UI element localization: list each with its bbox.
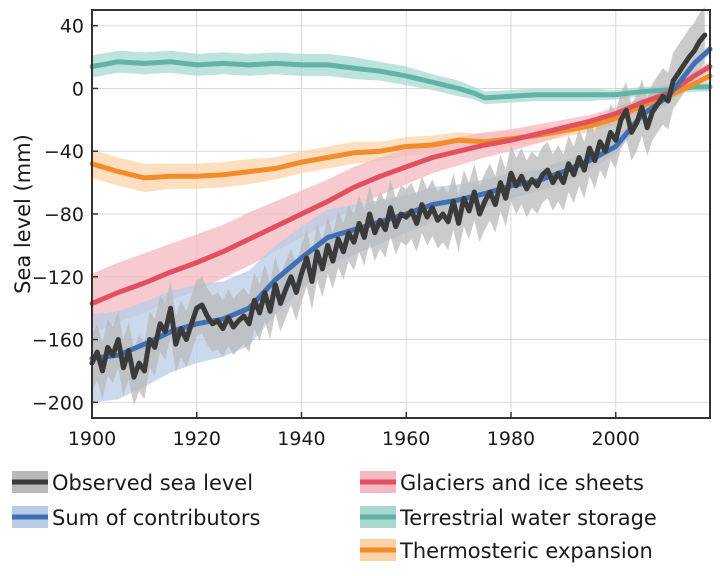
thermosteric-expansion-band [92,71,710,192]
x-tick-label: 1960 [382,428,430,450]
y-tick-label: −120 [32,267,84,289]
y-axis-ticks: 40 0 −40 −80 −120 −160 −200 [32,16,98,414]
glaciers-and-ice-sheets-line [89,64,713,306]
x-tick-label: 1980 [487,428,535,450]
observed-sea-level-line [89,32,708,380]
observed-sea-level-band [92,6,705,406]
x-axis-ticks: 1900 1920 1940 1960 1980 2000 [68,412,640,450]
x-tick-label: 2000 [592,428,640,450]
y-tick-label: 40 [60,16,84,38]
legend-label-sum-of-contributors: Sum of contributors [52,506,260,530]
y-tick-label: 0 [72,78,84,100]
legend-label-terrestrial-water-storage: Terrestrial water storage [399,506,657,530]
y-tick-label: −40 [44,141,84,163]
y-tick-label: −80 [44,204,84,226]
y-axis-title: Sea level (mm) [11,134,35,294]
uncertainty-bands [92,6,710,406]
legend: Observed sea level Sum of contributors Gla… [12,471,657,563]
series-lines [89,32,713,380]
x-tick-label: 1940 [277,428,325,450]
x-tick-label: 1900 [68,428,116,450]
thermosteric-expansion-line [89,73,713,181]
legend-label-glaciers-and-ice-sheets: Glaciers and ice sheets [400,471,644,495]
terrestrial-water-storage-line [89,59,713,101]
legend-label-observed-sea-level: Observed sea level [52,471,253,495]
legend-label-thermosteric-expansion: Thermosteric expansion [399,539,653,563]
x-tick-label: 1920 [173,428,221,450]
y-tick-label: −200 [32,392,84,414]
y-tick-label: −160 [32,330,84,352]
